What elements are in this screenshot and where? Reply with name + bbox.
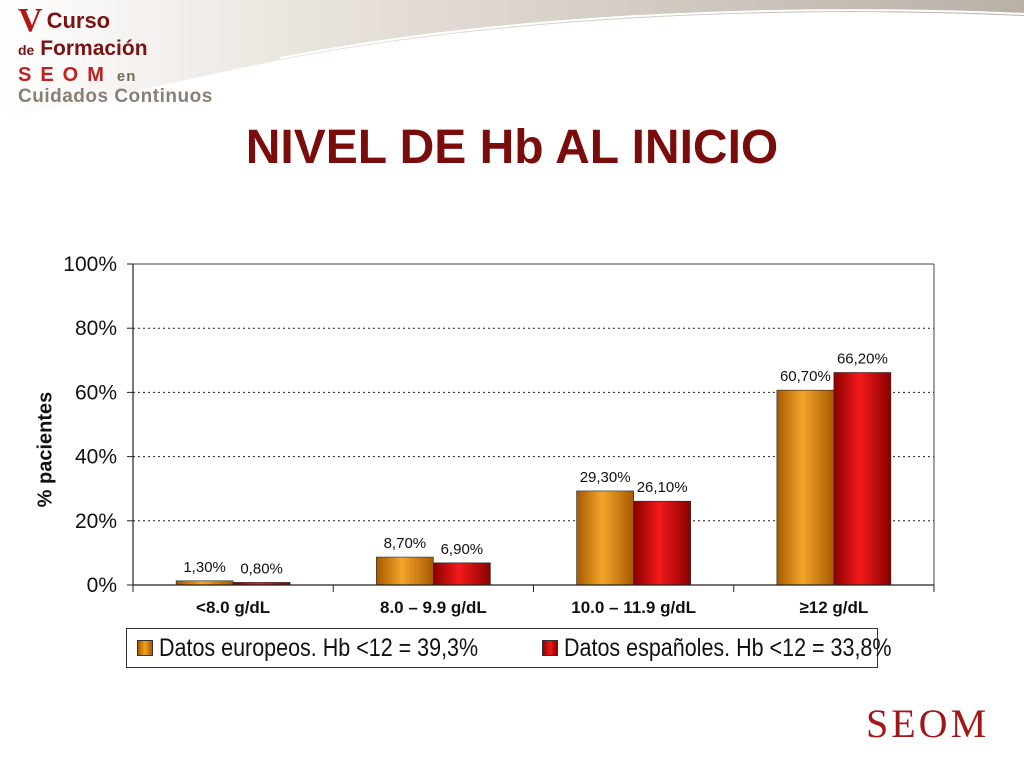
y-tick-label: 80% [75,317,117,340]
bar-spain [633,500,691,586]
legend-label-europe: Datos europeos. Hb <12 = 39,3% [159,633,479,662]
bar-spain [433,562,491,586]
y-tick-label: 60% [75,381,117,404]
legend-item-spain: Datos españoles. Hb <12 = 33,8% [542,634,945,663]
course-logo: V Curso de Formación SEOM en Cuidados Cont… [18,2,213,107]
logo-en: en [116,68,137,85]
data-label: 0,80% [240,560,283,577]
data-label: 8,70% [384,535,427,552]
y-tick-label: 0% [87,574,117,597]
x-category-label: <8.0 g/dL [196,598,270,617]
y-tick-label: 20% [75,510,117,533]
data-label: 66,20% [837,350,888,367]
header-swoosh [0,0,1024,118]
logo-de: de [18,42,35,58]
legend-swatch-spain [542,640,559,656]
data-label: 1,30% [183,559,226,576]
bar-europe [576,490,634,586]
chart-legend: Datos europeos. Hb <12 = 39,3% Datos esp… [126,628,892,668]
data-label: 60,70% [780,368,831,385]
logo-cuidados-continuos: Cuidados Continuos [18,86,213,107]
y-tick-label: 100% [63,253,117,276]
data-label: 26,10% [637,479,688,496]
logo-formacion: Formación [40,37,148,60]
logo-v: V [18,2,43,39]
data-label: 6,90% [441,541,484,558]
x-category-label: 10.0 – 11.9 g/dL [571,598,696,617]
seom-logo: SEOM [866,701,990,746]
legend-label-spain: Datos españoles. Hb <12 = 33,8% [564,633,892,662]
page-title: NIVEL DE Hb AL INICIO [245,121,779,174]
bar-europe [376,556,434,586]
bar-europe [776,389,835,586]
bar-spain [833,372,892,586]
legend-item-europe: Datos europeos. Hb <12 = 39,3% [137,634,530,663]
y-tick-label: 40% [75,446,117,469]
x-category-label: ≥12 g/dL [799,598,868,617]
logo-curso: Curso [46,8,111,33]
logo-seom: SEOM [18,64,113,86]
bar-europe [175,580,234,586]
legend-swatch-europe [137,640,153,656]
x-category-label: 8.0 – 9.9 g/dL [380,598,487,617]
data-label: 29,30% [580,469,631,486]
